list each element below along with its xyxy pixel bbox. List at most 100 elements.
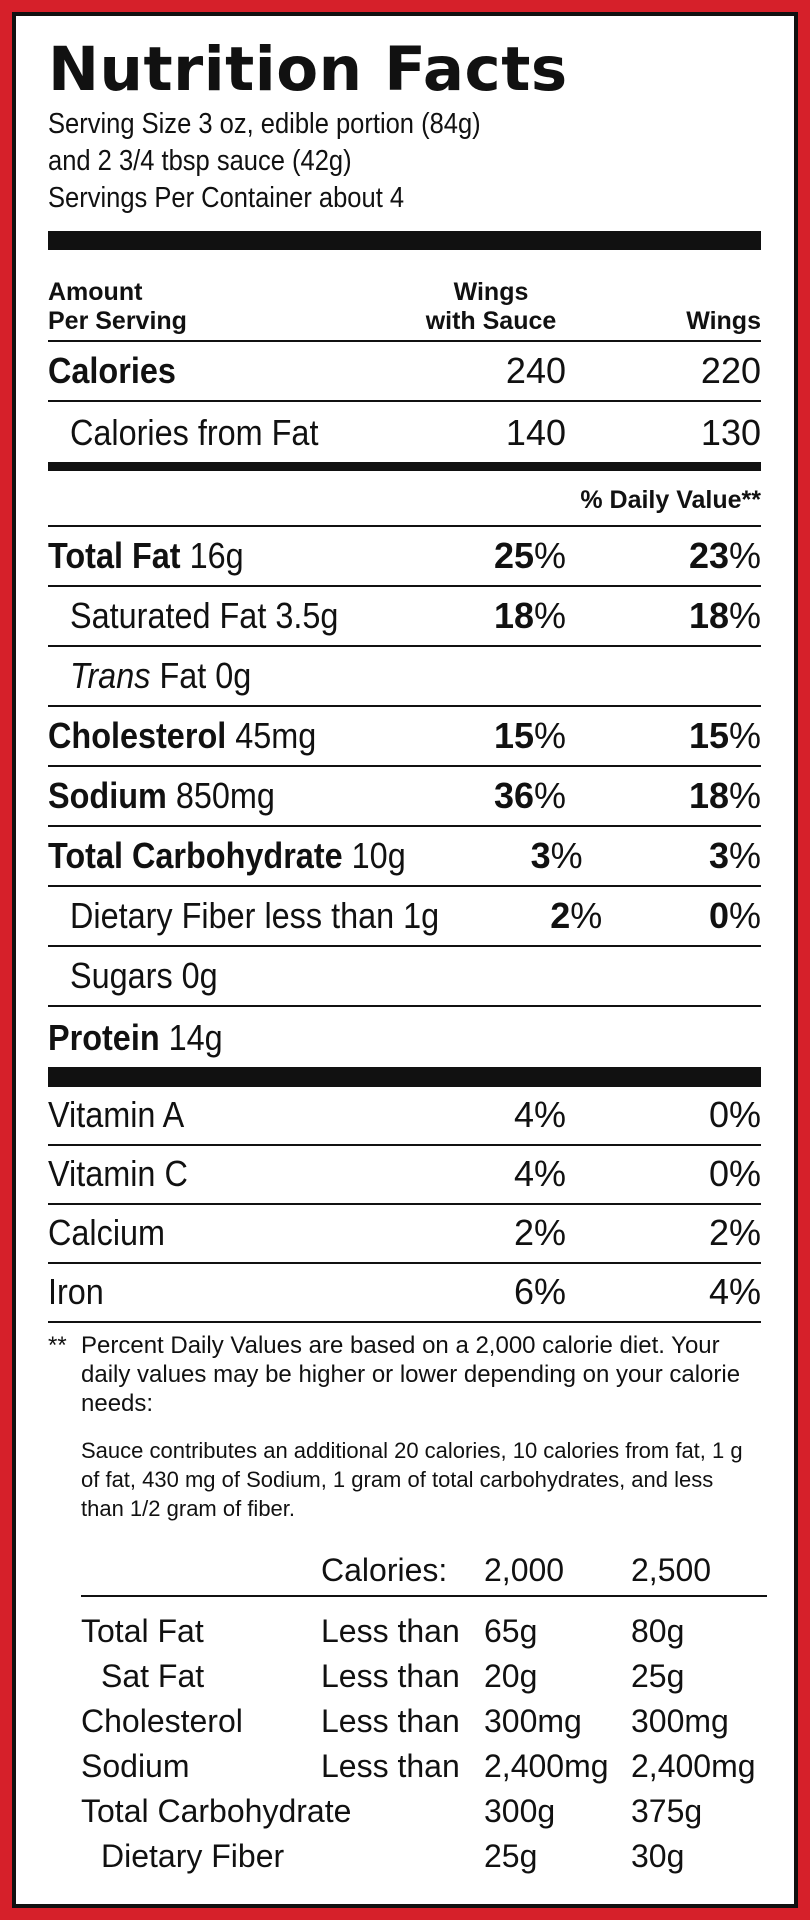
nutrient-name: Total Carbohydrate <box>48 835 343 876</box>
nutrient-label: Sugars 0g <box>48 955 416 997</box>
amount-header-line: Amount <box>48 278 143 306</box>
calories-from-fat-with-sauce: 140 <box>505 412 566 453</box>
nutrient-amount: Fat 0g <box>159 655 252 696</box>
nutrient-label: Trans Fat 0g <box>48 655 416 697</box>
reference-qualifier: Less than <box>321 1613 460 1649</box>
calories-from-fat-text: Calories from Fat <box>70 412 319 453</box>
reference-2500: 300mg <box>631 1703 729 1739</box>
nutrient-dv-wings: 18% <box>688 775 761 816</box>
column-a-header-line: with Sauce <box>425 307 557 335</box>
nutrient-dv-with-sauce: 25% <box>493 535 566 576</box>
vitamin-name: Iron <box>48 1271 104 1312</box>
wings-header: Wings <box>686 307 761 335</box>
nutrient-name: Cholesterol <box>48 715 227 756</box>
nutrient-name: Protein <box>48 1017 160 1058</box>
calories-with-sauce: 240 <box>505 350 566 391</box>
reference-row: Total Fat Less than 65g 80g <box>81 1605 767 1650</box>
nutrient-row-sugars: Sugars 0g <box>48 947 761 1007</box>
nutrient-name: Total Fat <box>48 535 181 576</box>
reference-qualifier: Less than <box>321 1703 460 1739</box>
reference-qualifier: Less than <box>321 1748 460 1784</box>
nutrient-row-protein: Protein 14g <box>48 1007 761 1067</box>
daily-value-footnote: ** Percent Daily Values are based on a 2… <box>48 1331 761 1418</box>
calories-from-fat-wings: 130 <box>700 412 761 453</box>
reference-2000: 25g <box>484 1838 538 1874</box>
nutrient-name: Sugars 0g <box>70 955 218 996</box>
nutrient-label: Protein 14g <box>48 1017 416 1059</box>
reference-2000: 65g <box>484 1613 538 1649</box>
reference-row: Total Carbohydrate 300g 375g <box>81 1785 767 1830</box>
nutrient-name: Sodium <box>48 775 167 816</box>
reference-2000: 2,400mg <box>484 1748 609 1784</box>
nutrient-row-saturated-fat: Saturated Fat 3.5g 18% 18% <box>48 587 761 647</box>
reference-row: Dietary Fiber 25g 30g <box>81 1830 767 1875</box>
reference-2500: 80g <box>631 1613 685 1649</box>
vitamin-wings: 4% <box>708 1271 761 1312</box>
nutrient-dv-with-sauce: 36% <box>493 775 566 816</box>
vitamin-with-sauce: 2% <box>513 1212 566 1253</box>
calories-from-fat-row: Calories from Fat 140 130 <box>48 402 761 462</box>
column-a-header-line: Wings <box>453 278 529 306</box>
spacer <box>81 1597 767 1605</box>
nutrient-dv-with-sauce: 18% <box>493 595 566 636</box>
reference-qualifier: Less than <box>321 1658 460 1694</box>
nutrient-name: Saturated Fat <box>70 595 267 636</box>
nutrient-label: Total Fat 16g <box>48 535 416 577</box>
nutrient-row-dietary-fiber: Dietary Fiber less than 1g 2% 0% <box>48 887 761 947</box>
reference-row: Cholesterol Less than 300mg 300mg <box>81 1695 767 1740</box>
nutrient-row-cholesterol: Cholesterol 45mg 15% 15% <box>48 707 761 767</box>
nutrient-row-total-carbohydrate: Total Carbohydrate 10g 3% 3% <box>48 827 761 887</box>
calories-text: Calories <box>48 350 176 391</box>
nutrient-label: Total Carbohydrate 10g <box>48 835 445 877</box>
reference-2500: 25g <box>631 1658 685 1694</box>
nutrient-label: Dietary Fiber less than 1g <box>48 895 480 937</box>
wings-with-sauce-header: Wings with Sauce <box>416 278 566 336</box>
serving-info: Serving Size 3 oz, edible portion (84g) … <box>48 106 761 217</box>
reference-nutrient: Dietary Fiber <box>101 1838 285 1874</box>
thick-divider <box>48 1067 761 1087</box>
nutrient-dv-wings: 15% <box>688 715 761 756</box>
sauce-note: Sauce contributes an additional 20 calor… <box>81 1438 743 1521</box>
nutrient-amount: 3.5g <box>275 595 339 636</box>
vitamin-row: Vitamin C 4% 0% <box>48 1146 761 1205</box>
calories-2000: 2,000 <box>484 1552 565 1588</box>
nutrient-amount: 14g <box>168 1017 223 1058</box>
calories-from-fat-label: Calories from Fat <box>48 412 416 454</box>
reference-2000: 300mg <box>484 1703 582 1739</box>
reference-2000: 300g <box>484 1793 556 1829</box>
reference-2500: 2,400mg <box>631 1748 756 1784</box>
reference-2500: 30g <box>631 1838 685 1874</box>
calories-label: Calories: <box>321 1552 448 1588</box>
label-title: Nutrition Facts <box>48 34 568 105</box>
serving-size-line: Serving Size 3 oz, edible portion (84g) <box>48 108 481 140</box>
nutrition-label: Nutrition Facts Serving Size 3 oz, edibl… <box>12 12 798 1908</box>
amount-header-line: Per Serving <box>48 307 187 335</box>
nutrient-dv-with-sauce: 2% <box>550 895 603 936</box>
nutrient-label: Saturated Fat 3.5g <box>48 595 416 637</box>
nutrient-amount: 45mg <box>235 715 317 756</box>
calories-label: Calories <box>48 350 416 392</box>
vitamin-name: Vitamin A <box>48 1094 185 1135</box>
nutrient-name: Trans <box>70 655 151 696</box>
reference-nutrient: Total Carbohydrate <box>81 1793 352 1829</box>
reference-nutrient: Total Fat <box>81 1613 204 1649</box>
vitamin-with-sauce: 6% <box>513 1271 566 1312</box>
serving-size-line: and 2 3/4 tbsp sauce (42g) <box>48 145 352 177</box>
nutrient-amount: 16g <box>189 535 244 576</box>
vitamin-wings: 2% <box>708 1212 761 1253</box>
daily-value-reference-table: Calories: 2,000 2,500 Total Fat Less tha… <box>81 1545 767 1875</box>
calories-row: Calories 240 220 <box>48 342 761 402</box>
nutrient-dv-with-sauce: 3% <box>530 835 583 876</box>
nutrient-row-total-fat: Total Fat 16g 25% 23% <box>48 527 761 587</box>
vitamin-with-sauce: 4% <box>513 1094 566 1135</box>
nutrient-label: Sodium 850mg <box>48 775 416 817</box>
nutrient-list: Total Fat 16g 25% 23% Saturated Fat 3.5g… <box>48 527 761 1067</box>
reference-2000: 20g <box>484 1658 538 1694</box>
vitamin-wings: 0% <box>708 1094 761 1135</box>
daily-value-header: % Daily Value** <box>48 471 761 527</box>
vitamin-row: Iron 6% 4% <box>48 1264 761 1323</box>
nutrient-dv-wings: 18% <box>688 595 761 636</box>
vitamin-list: Vitamin A 4% 0% Vitamin C 4% 0% Calcium … <box>48 1087 761 1323</box>
nutrient-row-trans-fat: Trans Fat 0g <box>48 647 761 707</box>
